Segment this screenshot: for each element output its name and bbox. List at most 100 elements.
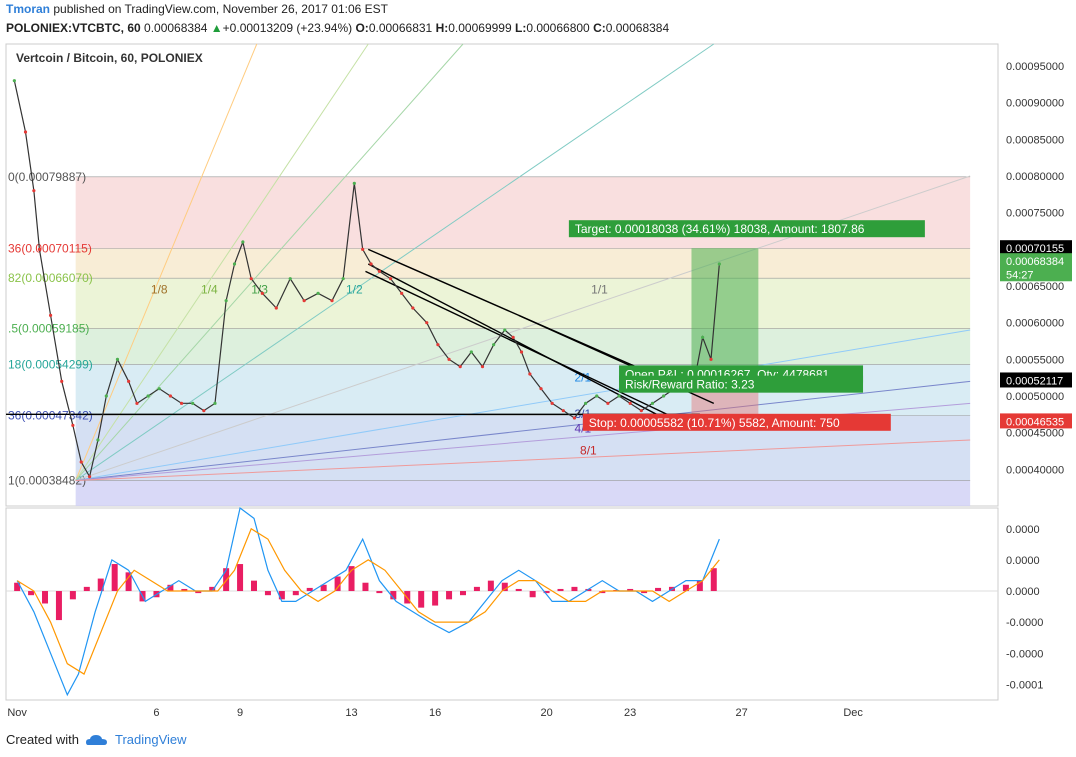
target-zone: [691, 248, 759, 381]
macd-hist-bar: [69, 591, 76, 600]
macd-hist-bar: [501, 582, 508, 592]
fib-level-label: .5(0.00059185): [8, 322, 89, 336]
price-point: [717, 262, 721, 266]
macd-hist-bar: [376, 591, 383, 594]
fib-zone: [75, 480, 971, 506]
macd-hist-bar: [264, 591, 271, 596]
macd-hist-bar: [334, 576, 341, 592]
price-badge-box: [1000, 372, 1072, 388]
fib-level-label: 18(0.00054299): [8, 357, 93, 371]
macd-axis-tick: -0.0000: [1006, 617, 1043, 629]
time-axis-tick: 6: [153, 707, 159, 719]
publication-header: Tmoran published on TradingView.com, Nov…: [6, 2, 388, 16]
price-change: +0.00013209 (+23.94%): [222, 21, 353, 35]
price-point: [388, 277, 393, 281]
macd-hist-bar: [195, 591, 202, 594]
created-with-text: Created with: [6, 732, 79, 747]
macd-hist-bar: [362, 582, 369, 592]
footer: Created with TradingView: [6, 732, 187, 747]
gann-fan-ray: [75, 329, 971, 481]
macd-hist-bar: [251, 580, 257, 592]
price-point: [662, 394, 666, 398]
macd-hist-bar: [167, 584, 174, 592]
price-point: [503, 328, 507, 332]
tradingview-brand-link[interactable]: TradingView: [114, 732, 187, 747]
author-link[interactable]: Tmoran: [6, 2, 51, 16]
macd-hist-bar: [181, 588, 188, 592]
gann-fan-ray: [75, 43, 464, 481]
price-point: [213, 401, 217, 405]
price-point: [639, 409, 643, 413]
macd-pane: [5, 507, 999, 701]
price-point: [369, 262, 373, 266]
price-point: [377, 269, 381, 273]
price-point: [561, 409, 565, 413]
fib-level-label: 0(0.00079887): [8, 170, 86, 184]
macd-hist-bar: [83, 586, 90, 592]
macd-hist-bar: [223, 568, 230, 592]
price-point: [650, 401, 655, 405]
price-point: [12, 79, 16, 83]
price-point: [606, 401, 610, 405]
fib-level-label: 1(0.00038482): [8, 473, 86, 487]
macd-hist-bar: [473, 586, 480, 592]
price-point: [202, 409, 206, 413]
price-point: [709, 357, 713, 361]
macd-hist-bar: [641, 591, 648, 594]
time-axis-tick: 13: [345, 707, 357, 719]
price-point: [701, 335, 705, 339]
price-series-line: [13, 80, 720, 479]
price-point: [583, 401, 588, 405]
stop-label: Stop: 0.00005582 (10.71%) 5582, Amount: …: [589, 416, 840, 430]
time-axis-tick: 16: [429, 707, 441, 719]
price-point: [400, 291, 404, 295]
open-label: O:: [355, 21, 369, 35]
macd-hist-bar: [599, 591, 606, 594]
price-point: [288, 277, 292, 281]
price-point: [628, 401, 632, 405]
price-point: [157, 387, 161, 391]
low-label: L:: [514, 21, 527, 35]
trend-channel-line: [367, 263, 664, 419]
gann-fan-ray: [75, 380, 971, 481]
macd-hist-bar: [515, 588, 522, 592]
price-axis-tick: 0.00085000: [1006, 134, 1064, 146]
macd-line: [16, 506, 720, 697]
macd-hist-bar: [125, 572, 132, 592]
trend-channel-line: [365, 270, 676, 419]
fib-zone: [75, 248, 971, 279]
symbol-label: POLONIEX:VTCBTC, 60: [6, 21, 141, 35]
price-point: [135, 401, 139, 405]
price-point: [249, 277, 253, 281]
macd-hist-bar: [487, 580, 494, 592]
time-axis-tick: 9: [237, 707, 243, 719]
macd-hist-bar: [209, 586, 216, 592]
price-badge-box: [1000, 240, 1072, 256]
macd-hist-bar: [446, 591, 453, 600]
macd-hist-bar: [111, 564, 118, 592]
price-point: [341, 277, 345, 281]
price-point: [115, 357, 120, 361]
gann-fan-ray: [75, 43, 369, 481]
price-point: [595, 394, 599, 398]
price-point: [447, 357, 451, 361]
target-label-box: [568, 220, 925, 238]
price-axis-tick: 0.00095000: [1006, 61, 1064, 73]
macd-hist-bar: [432, 591, 439, 606]
price-point: [32, 189, 36, 193]
price-point: [127, 379, 131, 383]
high-value: 0.00069999: [448, 21, 512, 35]
price-point: [302, 299, 306, 303]
macd-hist-bar: [696, 580, 703, 592]
price-point: [241, 240, 245, 244]
gann-fan-label: 8/1: [580, 444, 597, 458]
target-label: Target: 0.00018038 (34.61%) 18038, Amoun…: [575, 222, 865, 236]
price-axis-tick: 0.00040000: [1006, 464, 1064, 476]
price-badge: 54:27: [1006, 269, 1034, 281]
fib-level-label: 36(0.00047342): [8, 408, 93, 422]
gann-fan-ray: [75, 43, 715, 481]
price-axis-tick: 0.00055000: [1006, 354, 1064, 366]
macd-hist-bar: [348, 566, 355, 592]
price-point: [232, 262, 237, 266]
